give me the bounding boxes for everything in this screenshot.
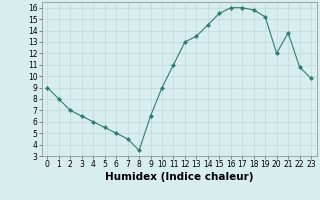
X-axis label: Humidex (Indice chaleur): Humidex (Indice chaleur) <box>105 172 253 182</box>
